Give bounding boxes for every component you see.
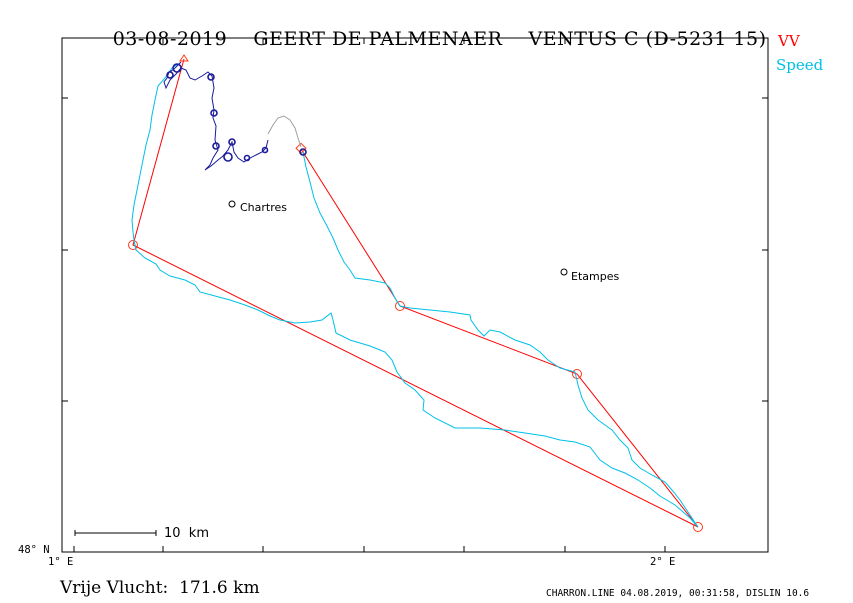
program-info: CHARRON.LINE 04.08.2019, 00:31:58, DISLI…: [546, 588, 810, 599]
legend-vv: VV: [778, 32, 800, 50]
flight-date: 03-08-2019: [112, 28, 228, 50]
scale-bar-label: 10 km: [164, 526, 209, 541]
track-gap: [267, 115, 302, 148]
longitude-label-mid: 2° E: [650, 556, 676, 568]
turnpoint-circle: [128, 240, 138, 250]
scale-bar: [74, 530, 157, 536]
turnpoint-circle: [395, 301, 405, 311]
flight-track-climb: [163, 61, 269, 171]
axis-ticks: [62, 38, 768, 552]
longitude-label-min: 1° E: [48, 556, 74, 568]
turnpoint-circle: [693, 522, 703, 532]
glider-name: VENTUS C (D-5231 15): [528, 28, 767, 50]
map-frame: [61, 37, 769, 553]
city-label-chartres: Chartres: [240, 201, 288, 214]
chart-title: 03-08-2019 GEERT DE PALMENAER VENTUS C (…: [0, 6, 853, 72]
turnpoint-markers: [128, 54, 703, 532]
start-marker: [179, 54, 189, 62]
city-dot-etampes: [560, 268, 568, 276]
city-label-etampes: Etampes: [571, 270, 620, 283]
city-markers: [228, 200, 568, 276]
latitude-label: 48° N: [18, 544, 50, 556]
free-flight-distance: Vrije Vlucht: 171.6 km: [60, 578, 260, 598]
legend-speed: Speed: [776, 56, 824, 74]
task-route: [132, 58, 699, 528]
flight-track-speed: [131, 63, 699, 528]
thermal-clusters: [166, 63, 307, 162]
finish-marker: [295, 142, 307, 154]
pilot-name: GEERT DE PALMENAER: [253, 28, 503, 50]
city-dot-chartres: [228, 200, 236, 208]
